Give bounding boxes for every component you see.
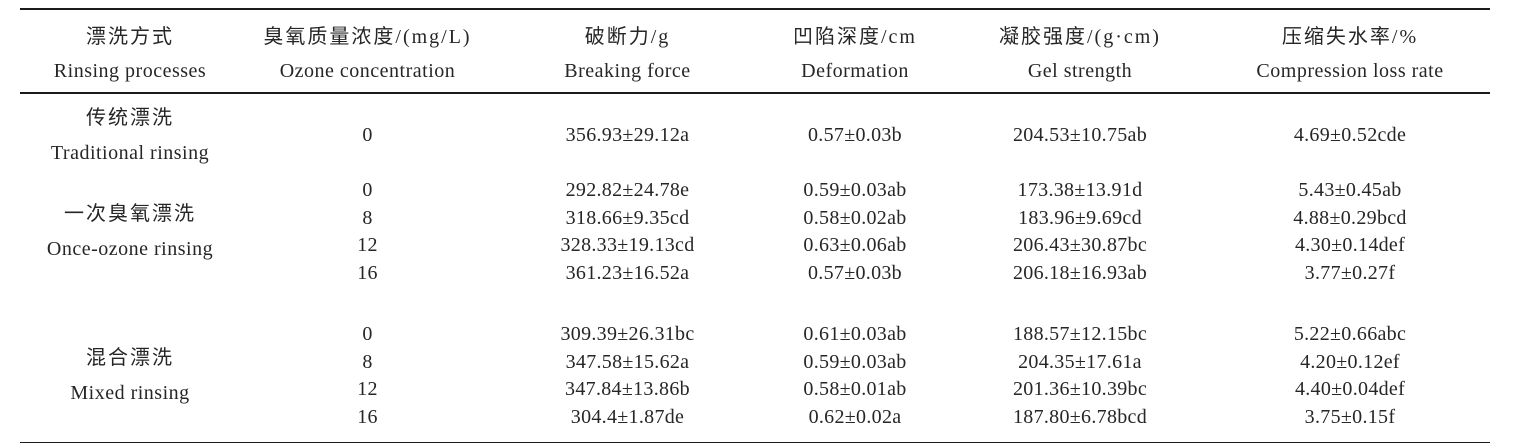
col-header-deformation-zh: 凹陷深度/cm — [793, 25, 917, 48]
cell-breaking-force: 356.93±29.12a — [565, 124, 690, 146]
cell-compression-loss: 3.77±0.27f — [1304, 261, 1396, 284]
cell-gel-strength: 187.80±6.78bcd — [1012, 405, 1148, 428]
cell-ozone: 0 — [362, 323, 373, 346]
col-header-rinsing-zh: 漂洗方式 — [86, 25, 174, 48]
cell-deformation: 0.61±0.03ab — [803, 323, 907, 346]
cell-deformation: 0.58±0.01ab — [803, 378, 907, 401]
table-row: 传统漂洗 Traditional rinsing 0 356.93±29.12a… — [20, 93, 1490, 177]
cell-ozone: 8 — [362, 350, 373, 373]
cell-deformation: 0.59±0.03ab — [803, 179, 907, 202]
cell-compression-loss: 4.88±0.29bcd — [1293, 206, 1407, 229]
cell-deformation: 0.57±0.03b — [808, 261, 902, 284]
group-once-ozone-rinsing: 一次臭氧漂洗 Once-ozone rinsing 0 292.82±24.78… — [20, 177, 1490, 287]
col-header-breaking-en: Breaking force — [564, 59, 691, 82]
bottom-spacer — [20, 431, 1490, 443]
group-traditional-rinsing: 传统漂洗 Traditional rinsing 0 356.93±29.12a… — [20, 93, 1490, 177]
cell-gel-strength: 204.53±10.75ab — [1012, 124, 1148, 146]
cell-deformation: 0.58±0.02ab — [803, 206, 907, 229]
table-row: 混合漂洗 Mixed rinsing 0 309.39±26.31bc 0.61… — [20, 321, 1490, 404]
col-header-compression-en: Compression loss rate — [1256, 59, 1444, 82]
results-table: 漂洗方式 臭氧质量浓度/(mg/L) 破断力/g 凹陷深度/cm 凝胶强度/(g… — [20, 8, 1490, 443]
cell-ozone: 0 — [362, 124, 373, 146]
cell-deformation: 0.62±0.02a — [808, 405, 902, 428]
cell-gel-strength: 206.43±30.87bc — [1012, 234, 1148, 257]
table-row: 8 318.66±9.35cd 0.58±0.02ab 183.96±9.69c… — [20, 205, 1490, 233]
cell-gel-strength: 206.18±16.93ab — [1012, 261, 1148, 284]
col-header-deformation-en: Deformation — [801, 59, 909, 82]
col-header-gel-zh: 凝胶强度/(g·cm) — [999, 25, 1161, 48]
group-label: 混合漂洗 Mixed rinsing — [20, 321, 240, 431]
group-label-en: Traditional rinsing — [50, 141, 210, 164]
group-spacer — [20, 287, 1490, 321]
cell-deformation: 0.63±0.06ab — [803, 234, 907, 257]
header-row-en: Rinsing processes Ozone concentration Br… — [20, 54, 1490, 93]
cell-compression-loss: 3.75±0.15f — [1304, 405, 1396, 428]
cell-gel-strength: 183.96±9.69cd — [1018, 206, 1142, 229]
group-label: 一次臭氧漂洗 Once-ozone rinsing — [20, 177, 240, 287]
table-row: 16 304.4±1.87de 0.62±0.02a 187.80±6.78bc… — [20, 404, 1490, 432]
cell-gel-strength: 173.38±13.91d — [1017, 179, 1143, 202]
col-header-breaking-zh: 破断力/g — [584, 25, 671, 48]
col-header-compression-zh: 压缩失水率/% — [1281, 25, 1419, 48]
cell-compression-loss: 5.43±0.45ab — [1298, 179, 1402, 202]
cell-ozone: 8 — [362, 206, 373, 229]
cell-breaking-force: 347.84±13.86b — [565, 378, 690, 401]
cell-ozone: 16 — [357, 405, 378, 428]
col-header-gel-en: Gel strength — [1027, 59, 1133, 82]
group-label: 传统漂洗 Traditional rinsing — [20, 93, 240, 177]
cell-ozone: 12 — [357, 234, 378, 257]
group-label-zh: 一次臭氧漂洗 — [64, 203, 196, 225]
cell-breaking-force: 361.23±16.52a — [565, 261, 690, 284]
cell-compression-loss: 5.22±0.66abc — [1293, 323, 1407, 346]
group-label-zh: 混合漂洗 — [86, 347, 174, 369]
cell-compression-loss: 4.20±0.12ef — [1300, 350, 1400, 373]
group-mixed-rinsing: 混合漂洗 Mixed rinsing 0 309.39±26.31bc 0.61… — [20, 321, 1490, 431]
cell-ozone: 16 — [357, 261, 378, 284]
cell-gel-strength: 201.36±10.39bc — [1012, 378, 1148, 401]
cell-ozone: 0 — [362, 179, 373, 202]
cell-gel-strength: 204.35±17.61a — [1018, 350, 1142, 373]
group-label-en: Once-ozone rinsing — [46, 238, 214, 260]
cell-compression-loss: 4.40±0.04def — [1294, 378, 1406, 401]
table-row: 8 347.58±15.62a 0.59±0.03ab 204.35±17.61… — [20, 349, 1490, 377]
cell-compression-loss: 4.69±0.52cde — [1293, 124, 1407, 146]
cell-breaking-force: 309.39±26.31bc — [560, 323, 695, 346]
col-header-ozone-en: Ozone concentration — [279, 59, 456, 82]
group-label-zh: 传统漂洗 — [86, 106, 174, 129]
col-header-ozone-zh: 臭氧质量浓度/(mg/L) — [263, 25, 472, 48]
cell-deformation: 0.59±0.03ab — [803, 350, 907, 373]
table-row: 16 361.23±16.52a 0.57±0.03b 206.18±16.93… — [20, 260, 1490, 288]
header-row-zh: 漂洗方式 臭氧质量浓度/(mg/L) 破断力/g 凹陷深度/cm 凝胶强度/(g… — [20, 9, 1490, 54]
cell-breaking-force: 304.4±1.87de — [570, 405, 685, 428]
table-row: 12 347.84±13.86b 0.58±0.01ab 201.36±10.3… — [20, 376, 1490, 404]
table-row: 一次臭氧漂洗 Once-ozone rinsing 0 292.82±24.78… — [20, 177, 1490, 260]
table-row: 12 328.33±19.13cd 0.63±0.06ab 206.43±30.… — [20, 232, 1490, 260]
cell-gel-strength: 188.57±12.15bc — [1012, 323, 1148, 346]
cell-compression-loss: 4.30±0.14def — [1294, 234, 1406, 257]
table-header: 漂洗方式 臭氧质量浓度/(mg/L) 破断力/g 凹陷深度/cm 凝胶强度/(g… — [20, 9, 1490, 93]
cell-deformation: 0.57±0.03b — [808, 124, 902, 146]
cell-breaking-force: 328.33±19.13cd — [560, 234, 695, 257]
cell-breaking-force: 292.82±24.78e — [565, 179, 690, 202]
cell-breaking-force: 347.58±15.62a — [565, 350, 690, 373]
group-label-en: Mixed rinsing — [70, 382, 190, 404]
cell-breaking-force: 318.66±9.35cd — [565, 206, 690, 229]
cell-ozone: 12 — [357, 378, 378, 401]
col-header-rinsing-en: Rinsing processes — [53, 59, 207, 82]
